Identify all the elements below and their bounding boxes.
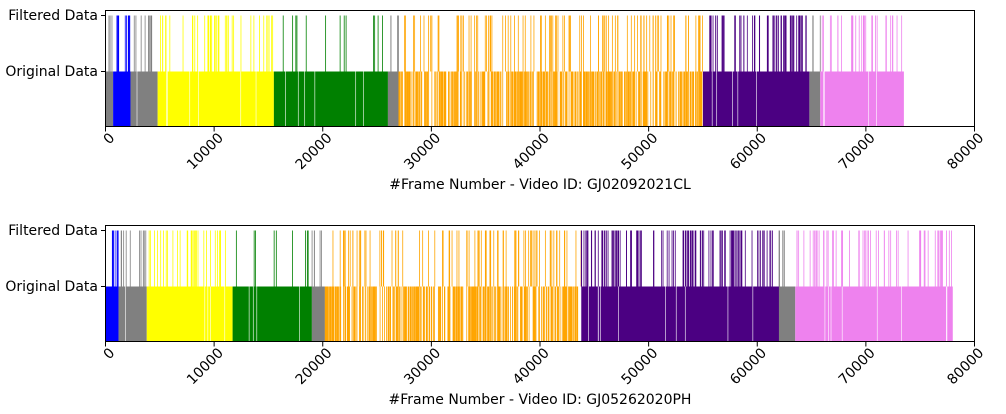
panel-2: 0 10000 20000 30000 40000 50000 60000 70000 8000…	[5, 223, 987, 408]
original-block-gray	[118, 286, 147, 342]
original-block-gray	[130, 71, 158, 127]
x-axis-label: #Frame Number - Video ID: GJ05262020PH	[389, 392, 692, 408]
x-tick-label: 30000	[401, 130, 444, 173]
original-block-indigo	[702, 71, 810, 127]
original-block-yellow	[157, 71, 274, 127]
original-block-gray	[778, 286, 796, 342]
plot-frame	[105, 225, 975, 342]
x-tick-label: 70000	[836, 345, 879, 388]
original-block-gray	[387, 71, 399, 127]
event-bars	[105, 230, 953, 342]
original-block-indigo	[581, 286, 779, 342]
x-tick-label: 0	[101, 130, 119, 148]
y-label-original: Original Data	[5, 279, 98, 295]
original-block-blue	[113, 71, 131, 127]
x-ticks: 0 10000 20000 30000 40000 50000 60000 70000 8000…	[101, 126, 987, 173]
original-block-violet	[795, 286, 953, 342]
y-label-filtered: Filtered Data	[8, 223, 98, 239]
original-block-blue	[105, 286, 119, 342]
x-tick-label: 10000	[184, 345, 227, 388]
x-tick-label: 30000	[401, 345, 444, 388]
original-block-green	[232, 286, 312, 342]
x-axis-label: #Frame Number - Video ID: GJ02092021CL	[389, 177, 691, 193]
x-tick-label: 50000	[619, 345, 662, 388]
x-tick-label: 10000	[184, 130, 227, 173]
x-tick-label: 50000	[619, 130, 662, 173]
x-tick-label: 40000	[510, 345, 553, 388]
original-block-gray	[105, 71, 114, 127]
original-block-violet	[820, 71, 904, 127]
event-bars	[105, 15, 904, 127]
x-tick-label: 80000	[944, 345, 987, 388]
x-tick-label: 70000	[836, 130, 879, 173]
original-block-gray	[809, 71, 821, 127]
x-tick-label: 20000	[293, 345, 336, 388]
y-label-original: Original Data	[5, 64, 98, 80]
original-block-gray	[311, 286, 325, 342]
x-tick-label: 80000	[944, 130, 987, 173]
x-ticks: 0 10000 20000 30000 40000 50000 60000 70000 8000…	[101, 341, 987, 388]
original-block-yellow	[146, 286, 233, 342]
x-tick-label: 20000	[293, 130, 336, 173]
y-label-filtered: Filtered Data	[8, 8, 98, 24]
original-block-green	[273, 71, 388, 127]
x-tick-label: 60000	[727, 130, 770, 173]
panel-1: 0 10000 20000 30000 40000 50000 60000 70000 8000…	[5, 8, 987, 193]
plot-frame	[105, 10, 975, 127]
x-tick-label: 40000	[510, 130, 553, 173]
x-tick-label: 60000	[727, 345, 770, 388]
x-tick-label: 0	[101, 345, 119, 363]
